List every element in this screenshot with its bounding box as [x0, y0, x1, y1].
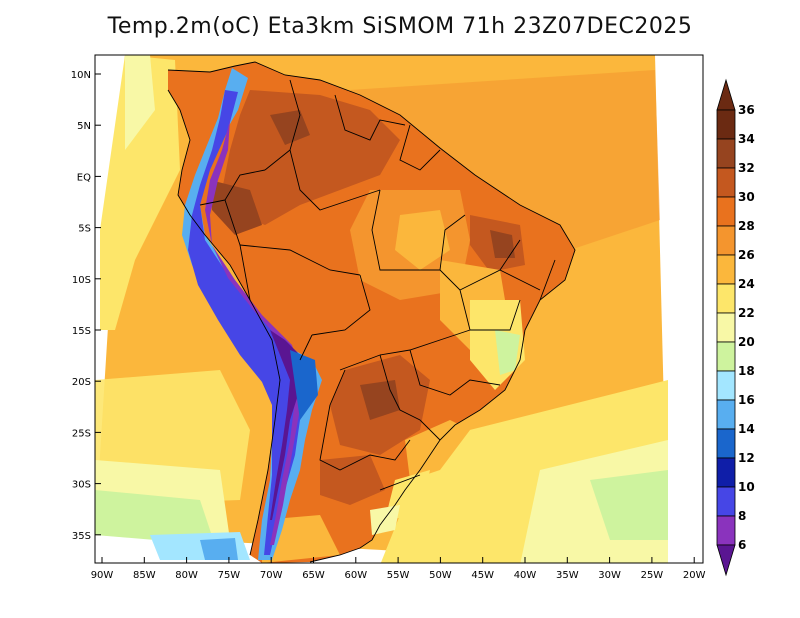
lat-tick-label: 10S [72, 275, 91, 286]
colorbar-label: 16 [738, 393, 755, 407]
lat-tick-label: 30S [72, 480, 91, 491]
colorbar-label: 18 [738, 364, 755, 378]
colorbar-label: 12 [738, 451, 755, 465]
map-title: Temp.2m(oC) Eta3km SiSMOM 71h 23Z07DEC20… [107, 14, 693, 39]
lon-tick-label: 35W [556, 570, 579, 581]
colorbar-segment [716, 312, 736, 343]
lon-tick-label: 75W [218, 570, 241, 581]
lon-tick-label: 25W [641, 570, 664, 581]
colorbar-label: 20 [738, 335, 755, 349]
colorbar-label: 6 [738, 538, 746, 552]
colorbar-segment [716, 370, 736, 401]
lon-tick-label: 90W [91, 570, 114, 581]
lon-tick-label: 40W [514, 570, 537, 581]
lon-tick-label: 45W [471, 570, 494, 581]
lat-tick-label: 15S [72, 326, 91, 337]
colorbar: 36 34 32 30 28 26 24 22 20 18 16 14 12 10 8 6 [716, 78, 755, 577]
colorbar-segment [716, 428, 736, 459]
lat-tick-label: 25S [72, 428, 91, 439]
axes-frame [94, 54, 704, 564]
lat-tick-label: EQ [77, 172, 91, 183]
lon-tick-label: 60W [344, 570, 367, 581]
colorbar-label: 24 [738, 277, 755, 291]
colorbar-segment [716, 225, 736, 256]
colorbar-segment [716, 515, 736, 546]
colorbar-label: 14 [738, 422, 755, 436]
colorbar-segment [716, 486, 736, 517]
colorbar-segment [716, 109, 736, 140]
colorbar-bottom-arrow [716, 544, 736, 577]
lon-tick-label: 70W [260, 570, 283, 581]
colorbar-segment [716, 457, 736, 488]
political-borders [167, 61, 576, 563]
colorbar-top-arrow [716, 78, 736, 111]
colorbar-segment [716, 283, 736, 314]
colorbar-segment [716, 138, 736, 169]
colorbar-segment [716, 167, 736, 198]
colorbar-label: 34 [738, 132, 755, 146]
colorbar-label: 22 [738, 306, 755, 320]
lat-tick-label: 35S [72, 531, 91, 542]
lat-tick-label: 5S [78, 224, 91, 235]
temperature-field [95, 55, 668, 563]
colorbar-segment [716, 341, 736, 372]
lat-tick-label: 20S [72, 377, 91, 388]
colorbar-label: 36 [738, 103, 755, 117]
colorbar-label: 28 [738, 219, 755, 233]
colorbar-label: 32 [738, 161, 755, 175]
colorbar-segment [716, 254, 736, 285]
lon-tick-label: 20W [683, 570, 706, 581]
lon-tick-label: 80W [175, 570, 198, 581]
colorbar-label: 8 [738, 509, 746, 523]
lon-tick-label: 65W [302, 570, 325, 581]
longitude-axis: 90W 85W 80W 75W 70W 65W 60W 55W 50W 45W 40W 35W 30W 2… [91, 557, 706, 581]
lon-tick-label: 85W [133, 570, 156, 581]
latitude-axis: 10N 5N EQ 5S 10S 15S 20S 25S 30S 35S [71, 70, 101, 542]
lat-tick-label: 10N [71, 70, 91, 81]
colorbar-label: 10 [738, 480, 755, 494]
colorbar-label: 30 [738, 190, 755, 204]
colorbar-segment [716, 399, 736, 430]
colorbar-label: 26 [738, 248, 755, 262]
lon-tick-label: 30W [598, 570, 621, 581]
lon-tick-label: 50W [429, 570, 452, 581]
lat-tick-label: 5N [77, 121, 91, 132]
colorbar-segment [716, 196, 736, 227]
lon-tick-label: 55W [387, 570, 410, 581]
